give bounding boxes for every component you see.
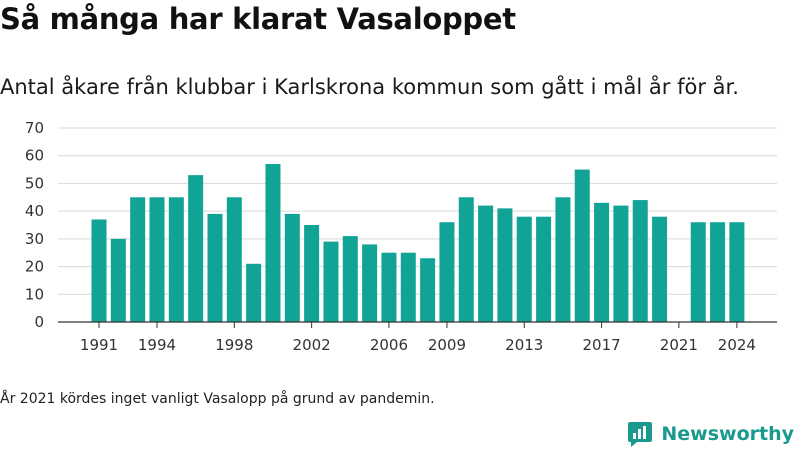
bar-2008	[420, 258, 436, 322]
x-tick-label: 2013	[505, 336, 543, 354]
bar-2015	[555, 197, 571, 322]
grid-lines	[58, 127, 777, 295]
brand-name: Newsworthy	[661, 423, 794, 445]
x-tick-label: 1991	[80, 336, 118, 354]
footnote: År 2021 kördes inget vanligt Vasalopp på…	[0, 391, 435, 407]
bar-2014	[536, 216, 552, 322]
bars	[91, 164, 745, 322]
newsworthy-logo-icon	[628, 422, 653, 447]
x-axis	[58, 321, 777, 328]
bar-2016	[574, 169, 590, 322]
bar-2023	[710, 222, 726, 322]
x-tick-label: 1994	[138, 336, 176, 354]
bar-2002	[304, 225, 320, 322]
tick-labels: 0 10 20 30 40 50 60 70 1991 1994 1998 2002 2006 2009 2…	[25, 119, 756, 354]
bar-2009	[439, 222, 455, 322]
bar-2022	[690, 222, 706, 322]
y-tick-label: 40	[25, 202, 44, 220]
bar-1994	[149, 197, 165, 322]
bar-2011	[478, 205, 494, 322]
brand: Newsworthy	[627, 420, 794, 448]
bar-1998	[226, 197, 242, 322]
y-tick-label: 50	[25, 174, 44, 192]
bar-2024	[729, 222, 745, 322]
x-tick-label: 2006	[370, 336, 408, 354]
bar-2001	[284, 213, 300, 322]
bar-2020	[652, 216, 668, 322]
bar-2010	[458, 197, 474, 322]
bar-2012	[497, 208, 513, 322]
bar-1991	[91, 219, 107, 322]
page-subtitle: Antal åkare från klubbar i Karlskrona ko…	[0, 75, 739, 99]
y-tick-label: 70	[25, 119, 44, 137]
y-tick-label: 30	[25, 230, 44, 248]
y-tick-label: 0	[34, 313, 44, 331]
bar-2013	[516, 216, 532, 322]
x-tick-label: 2021	[660, 336, 698, 354]
y-tick-label: 60	[25, 147, 44, 165]
bar-2000	[265, 164, 281, 322]
bar-2019	[632, 200, 648, 322]
bar-2003	[323, 241, 339, 322]
bar-2006	[381, 252, 397, 322]
bar-1999	[246, 263, 262, 322]
x-tick-label: 2017	[582, 336, 620, 354]
bar-2007	[400, 252, 416, 322]
bar-1997	[207, 213, 223, 322]
x-tick-label: 2024	[718, 336, 756, 354]
x-tick-label: 2002	[293, 336, 331, 354]
page-title: Så många har klarat Vasaloppet	[0, 2, 516, 36]
bar-2004	[342, 236, 358, 322]
bar-2005	[362, 244, 378, 322]
bar-1992	[110, 238, 126, 322]
bar-1993	[130, 197, 146, 322]
bar-2018	[613, 205, 629, 322]
bar-2017	[594, 202, 610, 322]
x-tick-label: 1998	[215, 336, 253, 354]
y-tick-label: 10	[25, 285, 44, 303]
y-tick-label: 20	[25, 258, 44, 276]
bar-1995	[168, 197, 184, 322]
bar-chart: 0 10 20 30 40 50 60 70 1991 1994 1998 2002 2006 2009 2…	[25, 119, 777, 354]
x-tick-label: 2009	[428, 336, 466, 354]
bar-1996	[188, 175, 204, 322]
